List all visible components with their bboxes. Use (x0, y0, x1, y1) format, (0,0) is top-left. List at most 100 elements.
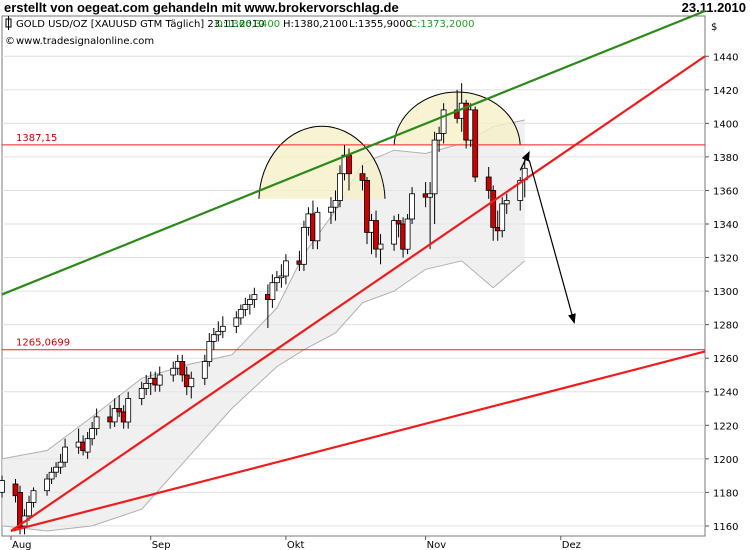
candle-body-up (84, 438, 91, 453)
candle-body-down (359, 173, 366, 181)
candle-body-up (251, 294, 258, 300)
y-tick-label: 1260 (713, 354, 738, 365)
candle-body-up (269, 282, 276, 300)
arrow-annotation (519, 150, 530, 171)
candle-body-up (215, 330, 222, 336)
candle-body-down (346, 154, 352, 175)
y-tick-label: 1400 (713, 119, 738, 130)
candle-body-up (201, 361, 208, 379)
candle-body-down (472, 109, 479, 178)
y-tick-label: 1420 (713, 86, 738, 97)
level-label: 1387,15 (16, 133, 57, 144)
candle-body-up (377, 243, 384, 250)
x-tick-label: Aug (12, 540, 32, 550)
y-tick-label: 1360 (713, 186, 738, 197)
candle-body-up (427, 193, 434, 198)
grid (2, 55, 705, 527)
candle-body-up (440, 109, 447, 134)
y-axis: 1160 1180 1200 1220 1240 1260 1280 1300 1320 1340… (705, 52, 738, 533)
candle-body-up (300, 226, 307, 265)
candle-body-down (485, 176, 492, 191)
candle-body-up (206, 340, 213, 362)
candle-body-up (210, 334, 217, 342)
candle-body-up (409, 193, 416, 220)
candle-body-up (233, 317, 240, 327)
arrow-annotation (528, 160, 576, 324)
info-close: C:1373,2000 (410, 19, 474, 30)
candle-body-up (337, 173, 343, 201)
trend-lines (1, 9, 706, 533)
arrow-annotations (519, 150, 576, 324)
candle-body-up (30, 490, 37, 503)
y-axis-label: $ (711, 22, 717, 33)
y-tick-label: 1440 (713, 52, 738, 63)
candle-body-up (314, 211, 321, 242)
candle-body-up (93, 416, 100, 429)
y-tick-label: 1300 (713, 287, 738, 298)
y-tick-label: 1280 (713, 321, 738, 332)
chart-header-title: erstellt von oegeat.com gehandeln mit ww… (4, 0, 399, 15)
y-tick-label: 1220 (713, 421, 738, 432)
candlesticks (0, 83, 528, 535)
chart-header-date: 23.11.2010 (681, 0, 746, 15)
candle-body-up (111, 408, 118, 423)
candle-body-up (44, 478, 50, 492)
candle-body-up (0, 480, 5, 493)
y-tick-label: 1240 (713, 388, 738, 399)
y-tick-label: 1160 (713, 522, 738, 533)
trend-line-red (10, 350, 706, 533)
trend-line-red (10, 55, 706, 532)
y-tick-label: 1340 (713, 220, 738, 231)
candle-body-up (278, 275, 285, 279)
candle-body-down (364, 179, 370, 233)
y-tick-label: 1180 (713, 488, 738, 499)
candle-body-up (138, 387, 145, 399)
info-high: H:1380,2100 (283, 19, 348, 30)
candle-body-down (12, 483, 19, 497)
candle-body-up (62, 446, 68, 463)
info-low: L:1355,9000 (349, 19, 412, 30)
y-tick-label: 1380 (713, 153, 738, 164)
candle-body-down (373, 220, 379, 250)
candle-body-up (282, 260, 289, 277)
copyright-symbol: © (5, 36, 15, 47)
candle-body-up (156, 374, 163, 386)
x-tick-label: Dez (562, 540, 581, 550)
candle-body-up (53, 466, 59, 473)
candle-body-down (116, 408, 123, 413)
trend-line-green (1, 9, 706, 296)
x-tick-label: Okt (287, 540, 305, 550)
info-open: O:1366,3400 (215, 19, 280, 30)
candle-body-up (125, 398, 132, 423)
candle-body-down (395, 220, 402, 225)
candle-body-up (332, 200, 339, 208)
candle-body-down (179, 361, 186, 376)
candle-body-up (242, 304, 249, 310)
candle-body-up (404, 218, 411, 250)
candle-body-up (219, 325, 226, 332)
candle-body-up (237, 309, 244, 319)
candle-body-up (143, 382, 150, 389)
x-tick-label: Nov (427, 540, 447, 550)
candle-body-up (26, 502, 32, 517)
level-label: 1265,0699 (16, 338, 70, 349)
x-axis: Aug Sep Okt Nov Dez (10, 536, 581, 550)
candle-body-up (499, 203, 506, 232)
candle-body-up (503, 200, 510, 205)
candle-body-up (170, 367, 177, 376)
candle-body-up (391, 220, 398, 245)
candle-body-up (57, 461, 64, 468)
candle-body-up (89, 428, 95, 440)
candle-body-up (517, 179, 524, 201)
y-tick-label: 1320 (713, 254, 738, 265)
candle-body-up (328, 206, 334, 213)
candle-body-up (436, 132, 443, 141)
y-tick-label: 1200 (713, 455, 738, 466)
candle-body-up (48, 471, 55, 480)
candle-body-up (246, 299, 253, 305)
info-symbol: GOLD USD/OZ [XAUUSD GTM Täglich] 23.11.2… (16, 19, 265, 30)
candle-body-up (273, 277, 280, 284)
candle-body-up (431, 139, 438, 195)
